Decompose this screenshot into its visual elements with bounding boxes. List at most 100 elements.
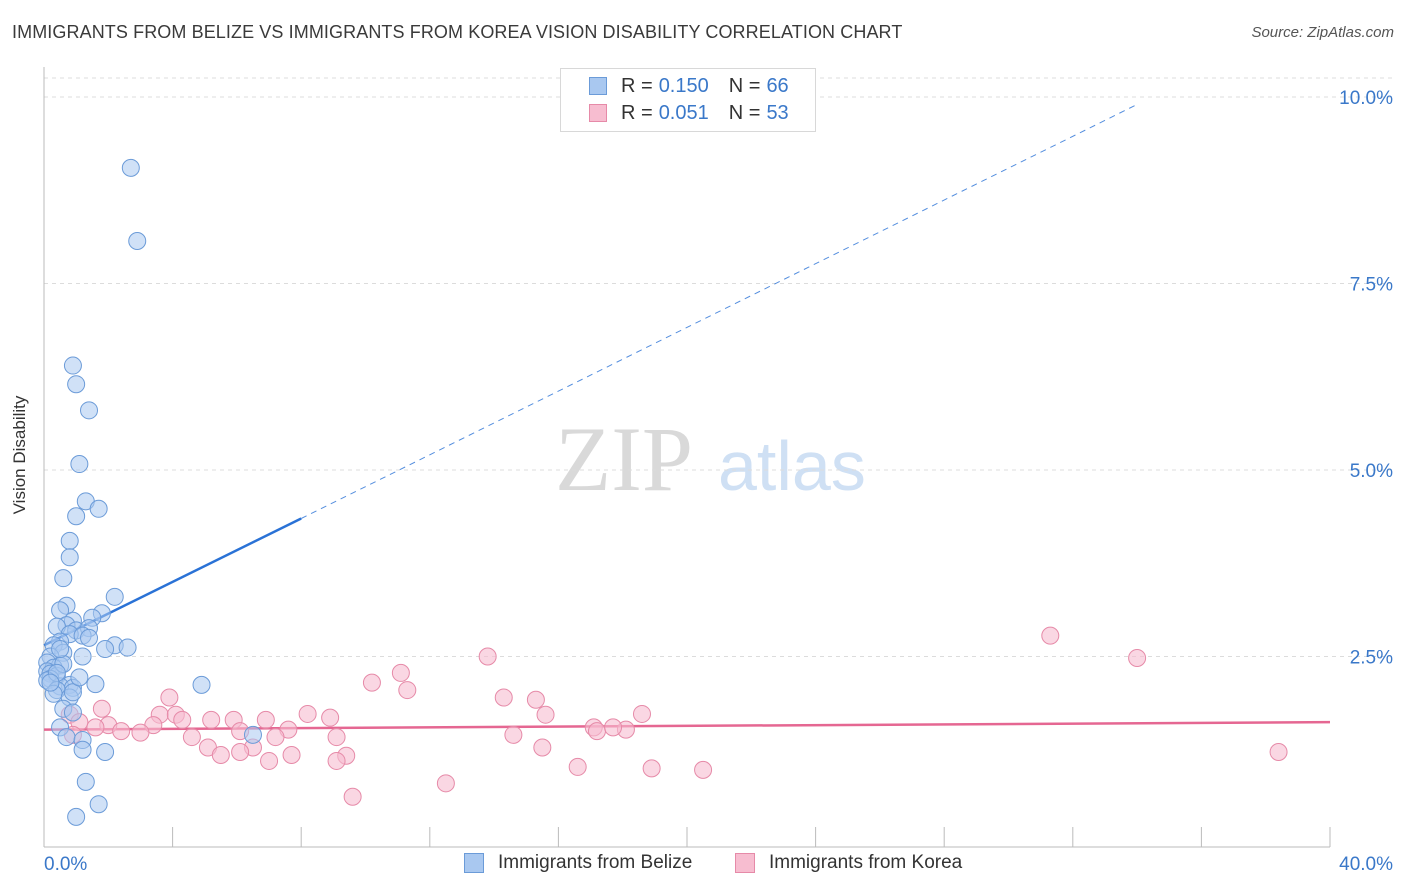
belize-swatch bbox=[589, 77, 607, 95]
korea-point bbox=[160, 688, 179, 707]
belize-point bbox=[105, 587, 124, 606]
belize-point bbox=[60, 531, 79, 550]
legend-row-korea: R = 0.051 N = 53 bbox=[589, 100, 789, 126]
legend-item-belize: Immigrants from Belize bbox=[464, 852, 692, 874]
korea-point bbox=[362, 673, 381, 692]
korea-point bbox=[173, 710, 192, 729]
watermark-atlas: atlas bbox=[718, 427, 866, 505]
gridlines bbox=[44, 77, 1392, 657]
korea-point bbox=[504, 725, 523, 744]
belize-point bbox=[67, 375, 86, 394]
korea-point bbox=[436, 774, 455, 793]
legend-n-label: N = bbox=[728, 101, 761, 124]
korea-point bbox=[321, 708, 340, 727]
legend-label-korea: Immigrants from Korea bbox=[769, 852, 963, 873]
belize-point bbox=[54, 569, 73, 588]
y-axis-label: Vision Disability bbox=[10, 395, 29, 515]
korea-point bbox=[1269, 742, 1288, 761]
belize-point bbox=[121, 158, 140, 177]
korea-point bbox=[92, 699, 111, 718]
y-tick-label: 2.5% bbox=[1350, 648, 1393, 669]
belize-point bbox=[89, 499, 108, 518]
belize-point bbox=[57, 728, 76, 747]
belize-point bbox=[51, 640, 70, 659]
korea-point bbox=[494, 688, 513, 707]
source-label: Source: ZipAtlas.com bbox=[1251, 24, 1394, 41]
korea-point bbox=[256, 710, 275, 729]
belize-point bbox=[60, 548, 79, 567]
belize-trend-extension bbox=[300, 104, 1138, 519]
korea-swatch bbox=[589, 104, 607, 122]
belize-point bbox=[73, 647, 92, 666]
korea-point bbox=[536, 705, 555, 724]
legend-item-korea: Immigrants from Korea bbox=[735, 852, 962, 874]
korea-point bbox=[398, 681, 417, 700]
korea-point bbox=[266, 728, 285, 747]
korea-point bbox=[202, 710, 221, 729]
korea-point bbox=[587, 722, 606, 741]
legend-row-belize: R = 0.150 N = 66 bbox=[589, 73, 789, 99]
korea-point bbox=[298, 704, 317, 723]
y-tick-label: 10.0% bbox=[1339, 88, 1393, 109]
legend-n-label: N = bbox=[728, 74, 761, 97]
korea-point bbox=[343, 787, 362, 806]
korea-point bbox=[327, 728, 346, 747]
korea-point bbox=[86, 718, 105, 737]
korea-points bbox=[60, 626, 1288, 806]
belize-point bbox=[63, 683, 82, 702]
belize-point bbox=[96, 742, 115, 761]
legend-r-label: R = bbox=[621, 101, 653, 124]
korea-legend-swatch bbox=[735, 853, 755, 873]
tick-labels: 2.5% 5.0% 7.5% 10.0% 0.0% 40.0% bbox=[44, 88, 1393, 875]
korea-point bbox=[533, 738, 552, 757]
korea-point bbox=[231, 742, 250, 761]
belize-point bbox=[41, 673, 60, 692]
x-tick-label: 40.0% bbox=[1339, 854, 1393, 875]
series-legend: Immigrants from Belize Immigrants from K… bbox=[0, 852, 1406, 878]
korea-point bbox=[260, 751, 279, 770]
korea-point bbox=[282, 745, 301, 764]
axes bbox=[43, 67, 1331, 848]
korea-point bbox=[327, 751, 346, 770]
korea-point bbox=[391, 663, 410, 682]
korea-point bbox=[526, 690, 545, 709]
legend-n-value: 53 bbox=[766, 101, 789, 124]
belize-point bbox=[67, 807, 86, 826]
belize-point bbox=[63, 356, 82, 375]
belize-point bbox=[118, 638, 137, 657]
belize-point bbox=[70, 668, 89, 687]
korea-point bbox=[1128, 648, 1147, 667]
y-tick-label: 7.5% bbox=[1350, 275, 1393, 296]
zipatlas-watermark: ZIP atlas bbox=[555, 408, 866, 510]
korea-point bbox=[112, 722, 131, 741]
belize-point bbox=[128, 231, 147, 250]
legend-r-value: 0.150 bbox=[658, 74, 709, 97]
belize-point bbox=[86, 675, 105, 694]
legend-n-value: 66 bbox=[766, 74, 789, 97]
korea-point bbox=[1041, 626, 1060, 645]
korea-point bbox=[478, 647, 497, 666]
korea-point bbox=[694, 760, 713, 779]
korea-point bbox=[211, 745, 230, 764]
korea-point bbox=[182, 728, 201, 747]
belize-point bbox=[70, 455, 89, 474]
belize-point bbox=[89, 795, 108, 814]
y-tick-label: 5.0% bbox=[1350, 461, 1393, 482]
belize-point bbox=[67, 507, 86, 526]
legend-label-belize: Immigrants from Belize bbox=[498, 852, 693, 873]
legend-r-value: 0.051 bbox=[658, 101, 709, 124]
korea-point bbox=[568, 757, 587, 776]
belize-points bbox=[38, 158, 262, 826]
korea-point bbox=[604, 718, 623, 737]
belize-point bbox=[80, 401, 99, 420]
belize-point bbox=[192, 675, 211, 694]
belize-legend-swatch bbox=[464, 853, 484, 873]
watermark-zip: ZIP bbox=[555, 408, 693, 510]
korea-point bbox=[632, 704, 651, 723]
belize-point bbox=[73, 740, 92, 759]
belize-point bbox=[243, 725, 262, 744]
x-tick-label: 0.0% bbox=[44, 854, 87, 875]
belize-point bbox=[96, 640, 115, 659]
stats-legend: R = 0.150 N = 66 R = 0.051 N = 53 bbox=[560, 68, 816, 132]
